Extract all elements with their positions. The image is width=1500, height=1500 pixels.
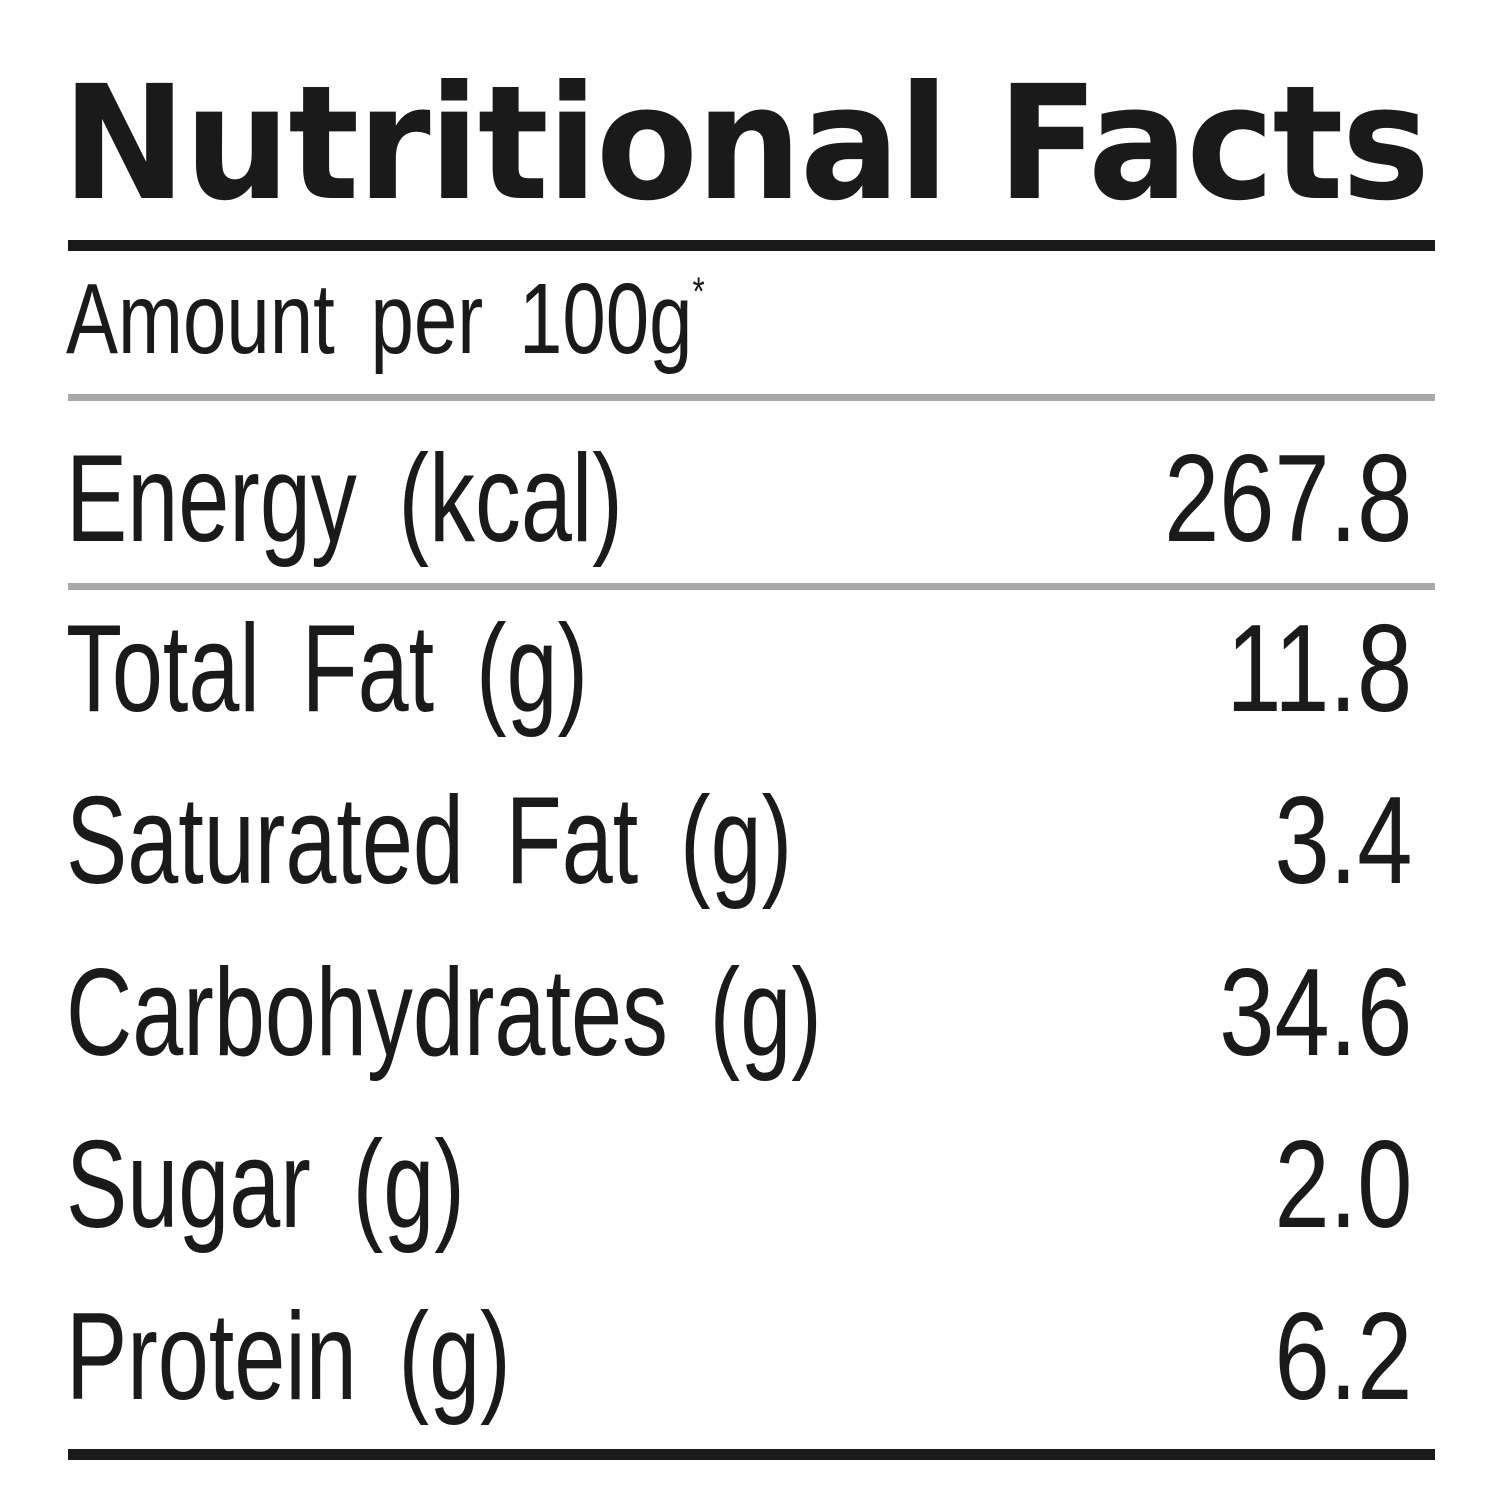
nutrient-label: Protein (g)	[66, 1288, 511, 1426]
nutrient-label: Energy (kcal)	[66, 430, 623, 568]
serving-footnote-marker: *	[692, 270, 705, 314]
nutrient-value: 3.4	[1274, 772, 1412, 910]
nutrient-value: 6.2	[1274, 1288, 1412, 1426]
nutrient-row-protein: Protein (g) 6.2	[66, 1286, 1412, 1436]
nutrient-row-carbohydrates: Carbohydrates (g) 34.6	[66, 942, 1412, 1092]
energy-divider	[68, 583, 1435, 590]
serving-text: Amount per 100g	[66, 263, 693, 375]
nutrient-row-energy: Energy (kcal) 267.8	[66, 428, 1412, 578]
nutrient-value: 11.8	[1226, 600, 1412, 738]
serving-divider	[68, 394, 1435, 401]
nutrient-label: Saturated Fat (g)	[66, 772, 793, 910]
nutrient-label: Sugar (g)	[66, 1116, 465, 1254]
top-rule	[68, 240, 1435, 251]
nutrient-value: 34.6	[1218, 944, 1412, 1082]
serving-size: Amount per 100g*	[66, 262, 705, 377]
nutrient-label: Carbohydrates (g)	[66, 944, 822, 1082]
nutrient-row-sugar: Sugar (g) 2.0	[66, 1114, 1412, 1264]
bottom-rule	[68, 1449, 1435, 1460]
nutrient-value: 267.8	[1163, 430, 1412, 568]
nutrient-row-total-fat: Total Fat (g) 11.8	[66, 598, 1412, 748]
nutrient-label: Total Fat (g)	[66, 600, 589, 738]
nutrient-value: 2.0	[1274, 1116, 1412, 1254]
nutrient-row-saturated-fat: Saturated Fat (g) 3.4	[66, 770, 1412, 920]
label-title: Nutritional Facts	[62, 52, 1430, 236]
